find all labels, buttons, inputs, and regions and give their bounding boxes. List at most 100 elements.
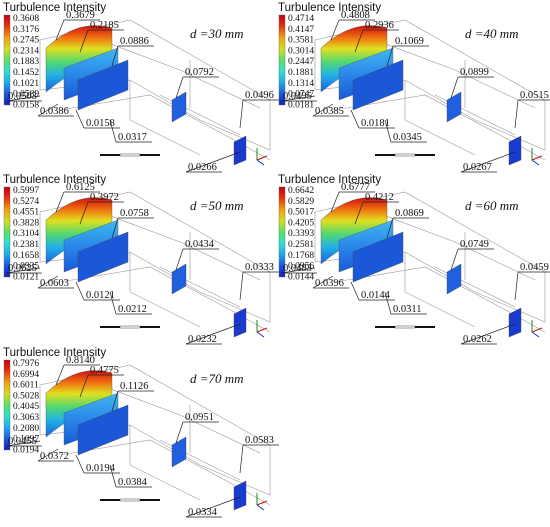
contour-plane-4 xyxy=(446,263,462,295)
axis-triad xyxy=(531,320,543,338)
colorbar-tick-label: 0.1452 xyxy=(13,68,39,78)
callout-value: 0.0311 xyxy=(393,304,422,315)
colorbar-tick-label: 0.2381 xyxy=(13,240,39,250)
colorbar-tick-label: 0.0181 xyxy=(288,100,314,110)
contour-plane-3 xyxy=(77,59,129,111)
callout-value: 0.0886 xyxy=(120,36,149,47)
callout-value: 0.0333 xyxy=(245,262,274,273)
callout-value: 0.8140 xyxy=(66,355,95,366)
contour-plane-5 xyxy=(233,135,247,166)
contour-plane-3 xyxy=(352,59,404,111)
colorbar-tick-label: 0.5017 xyxy=(288,208,314,218)
colorbar-tick-label: 0.6642 xyxy=(288,186,314,196)
callout-value: 0.0345 xyxy=(393,132,422,143)
axis-triad xyxy=(256,320,268,338)
callout-value: 0.0158 xyxy=(86,118,115,129)
colorbar xyxy=(3,359,11,451)
spacing-label: d =70 mm xyxy=(190,371,244,386)
callout-value: 0.0758 xyxy=(120,208,149,219)
colorbar-tick-label: 0.3176 xyxy=(13,25,39,35)
colorbar-tick-label: 0.0956 xyxy=(288,262,314,272)
callout-value: 0.4212 xyxy=(365,192,394,203)
panel-d-1: Turbulence Intensity0.47140.41470.35810.… xyxy=(278,2,550,173)
colorbar-tick-label: 0.6011 xyxy=(13,381,39,391)
colorbar-tick-label: 0.4147 xyxy=(288,25,314,35)
callout-value: 0.0459 xyxy=(520,262,549,273)
colorbar-tick-label: 0.3104 xyxy=(13,229,39,239)
contour-plane-3 xyxy=(352,231,404,283)
callout-value: 0.0384 xyxy=(118,477,148,488)
colorbar-tick-label: 0.6994 xyxy=(13,370,39,380)
spacing-label: d =50 mm xyxy=(190,198,244,213)
callout-value: 0.0951 xyxy=(185,412,214,423)
colorbar-tick-label: 0.3063 xyxy=(13,413,39,423)
axis-triad xyxy=(256,148,268,166)
panel-d-3: Turbulence Intensity0.66420.58290.50170.… xyxy=(278,174,550,345)
colorbar-tick-label: 0.5997 xyxy=(13,186,39,196)
colorbar-title: Turbulence Intensity xyxy=(3,347,106,359)
colorbar-tick-label: 0.0121 xyxy=(13,272,39,282)
colorbar-tick-label: 0.0144 xyxy=(288,272,314,282)
colorbar-title: Turbulence Intensity xyxy=(3,174,106,186)
colorbar-tick-label: 0.0158 xyxy=(13,100,39,110)
callout-value: 0.0899 xyxy=(460,67,489,78)
colorbar-tick-label: 0.0589 xyxy=(13,90,39,100)
contour-plane-3 xyxy=(77,231,129,283)
callout-value: 0.1126 xyxy=(120,381,149,392)
scale-bar xyxy=(100,325,160,329)
contour-plane-4 xyxy=(446,91,462,123)
callout-value: 0.0625 xyxy=(8,263,37,274)
colorbar-tick-label: 0.4205 xyxy=(288,218,314,228)
panel-d-4: Turbulence Intensity0.79760.69940.60110.… xyxy=(3,347,279,518)
callout-value: 0.0495 xyxy=(283,91,312,102)
callout-value: 0.0396 xyxy=(315,278,344,289)
callout-value: 0.0267 xyxy=(463,162,492,173)
colorbar-tick-label: 0.3608 xyxy=(13,14,39,24)
callout-value: 0.0749 xyxy=(460,239,489,250)
callout-value: 0.0121 xyxy=(86,290,115,301)
callout-value: 0.0212 xyxy=(118,304,147,315)
callout-value: 0.0194 xyxy=(86,463,116,474)
colorbar-tick-label: 0.2080 xyxy=(13,424,39,434)
colorbar-tick-label: 0.5274 xyxy=(13,197,39,207)
callout-value: 0.4808 xyxy=(341,10,370,21)
colorbar-tick-label: 0.4045 xyxy=(13,402,39,412)
scale-bar xyxy=(100,153,160,157)
colorbar-title: Turbulence Intensity xyxy=(278,2,381,14)
spacing-label: d =40 mm xyxy=(465,26,519,41)
callout-value: 0.0434 xyxy=(185,239,215,250)
colorbar xyxy=(3,14,11,106)
panel-d-0: Turbulence Intensity0.36080.31760.27450.… xyxy=(3,2,279,173)
callout-value: 0.0603 xyxy=(40,278,69,289)
callout-value: 0.0232 xyxy=(188,334,217,345)
callout-value: 0.6777 xyxy=(341,182,370,193)
callout-value: 0.0792 xyxy=(185,67,214,78)
callout-value: 0.0503 xyxy=(8,91,37,102)
colorbar-tick-label: 0.2745 xyxy=(13,36,39,46)
colorbar-tick-label: 0.5028 xyxy=(13,391,39,401)
scale-bar xyxy=(100,498,160,502)
colorbar-tick-label: 0.0194 xyxy=(13,445,39,455)
colorbar xyxy=(278,14,286,106)
colorbar-tick-label: 0.2581 xyxy=(288,240,314,250)
callout-value: 0.0372 xyxy=(40,451,69,462)
contour-plane-4 xyxy=(171,263,187,295)
colorbar-tick-label: 0.1768 xyxy=(288,251,314,261)
contour-plane-5 xyxy=(508,307,522,338)
colorbar-tick-label: 0.4714 xyxy=(288,14,314,24)
colorbar-tick-label: 0.1883 xyxy=(13,57,39,67)
callout-value: 0.0515 xyxy=(520,90,549,101)
contour-plane-4 xyxy=(171,91,187,123)
callout-value: 0.0317 xyxy=(118,132,147,143)
contour-plane-5 xyxy=(508,135,522,166)
callout-value: 0.0455 xyxy=(8,436,37,447)
callout-value: 0.3972 xyxy=(90,192,119,203)
colorbar-tick-label: 0.3828 xyxy=(13,218,39,228)
panel-d-2: Turbulence Intensity0.59970.52740.45510.… xyxy=(3,174,279,345)
callout-value: 0.0181 xyxy=(361,118,390,129)
callout-value: 0.0386 xyxy=(40,106,69,117)
spacing-label: d =30 mm xyxy=(190,26,244,41)
axis-triad xyxy=(256,493,268,511)
callout-value: 0.0869 xyxy=(395,208,424,219)
